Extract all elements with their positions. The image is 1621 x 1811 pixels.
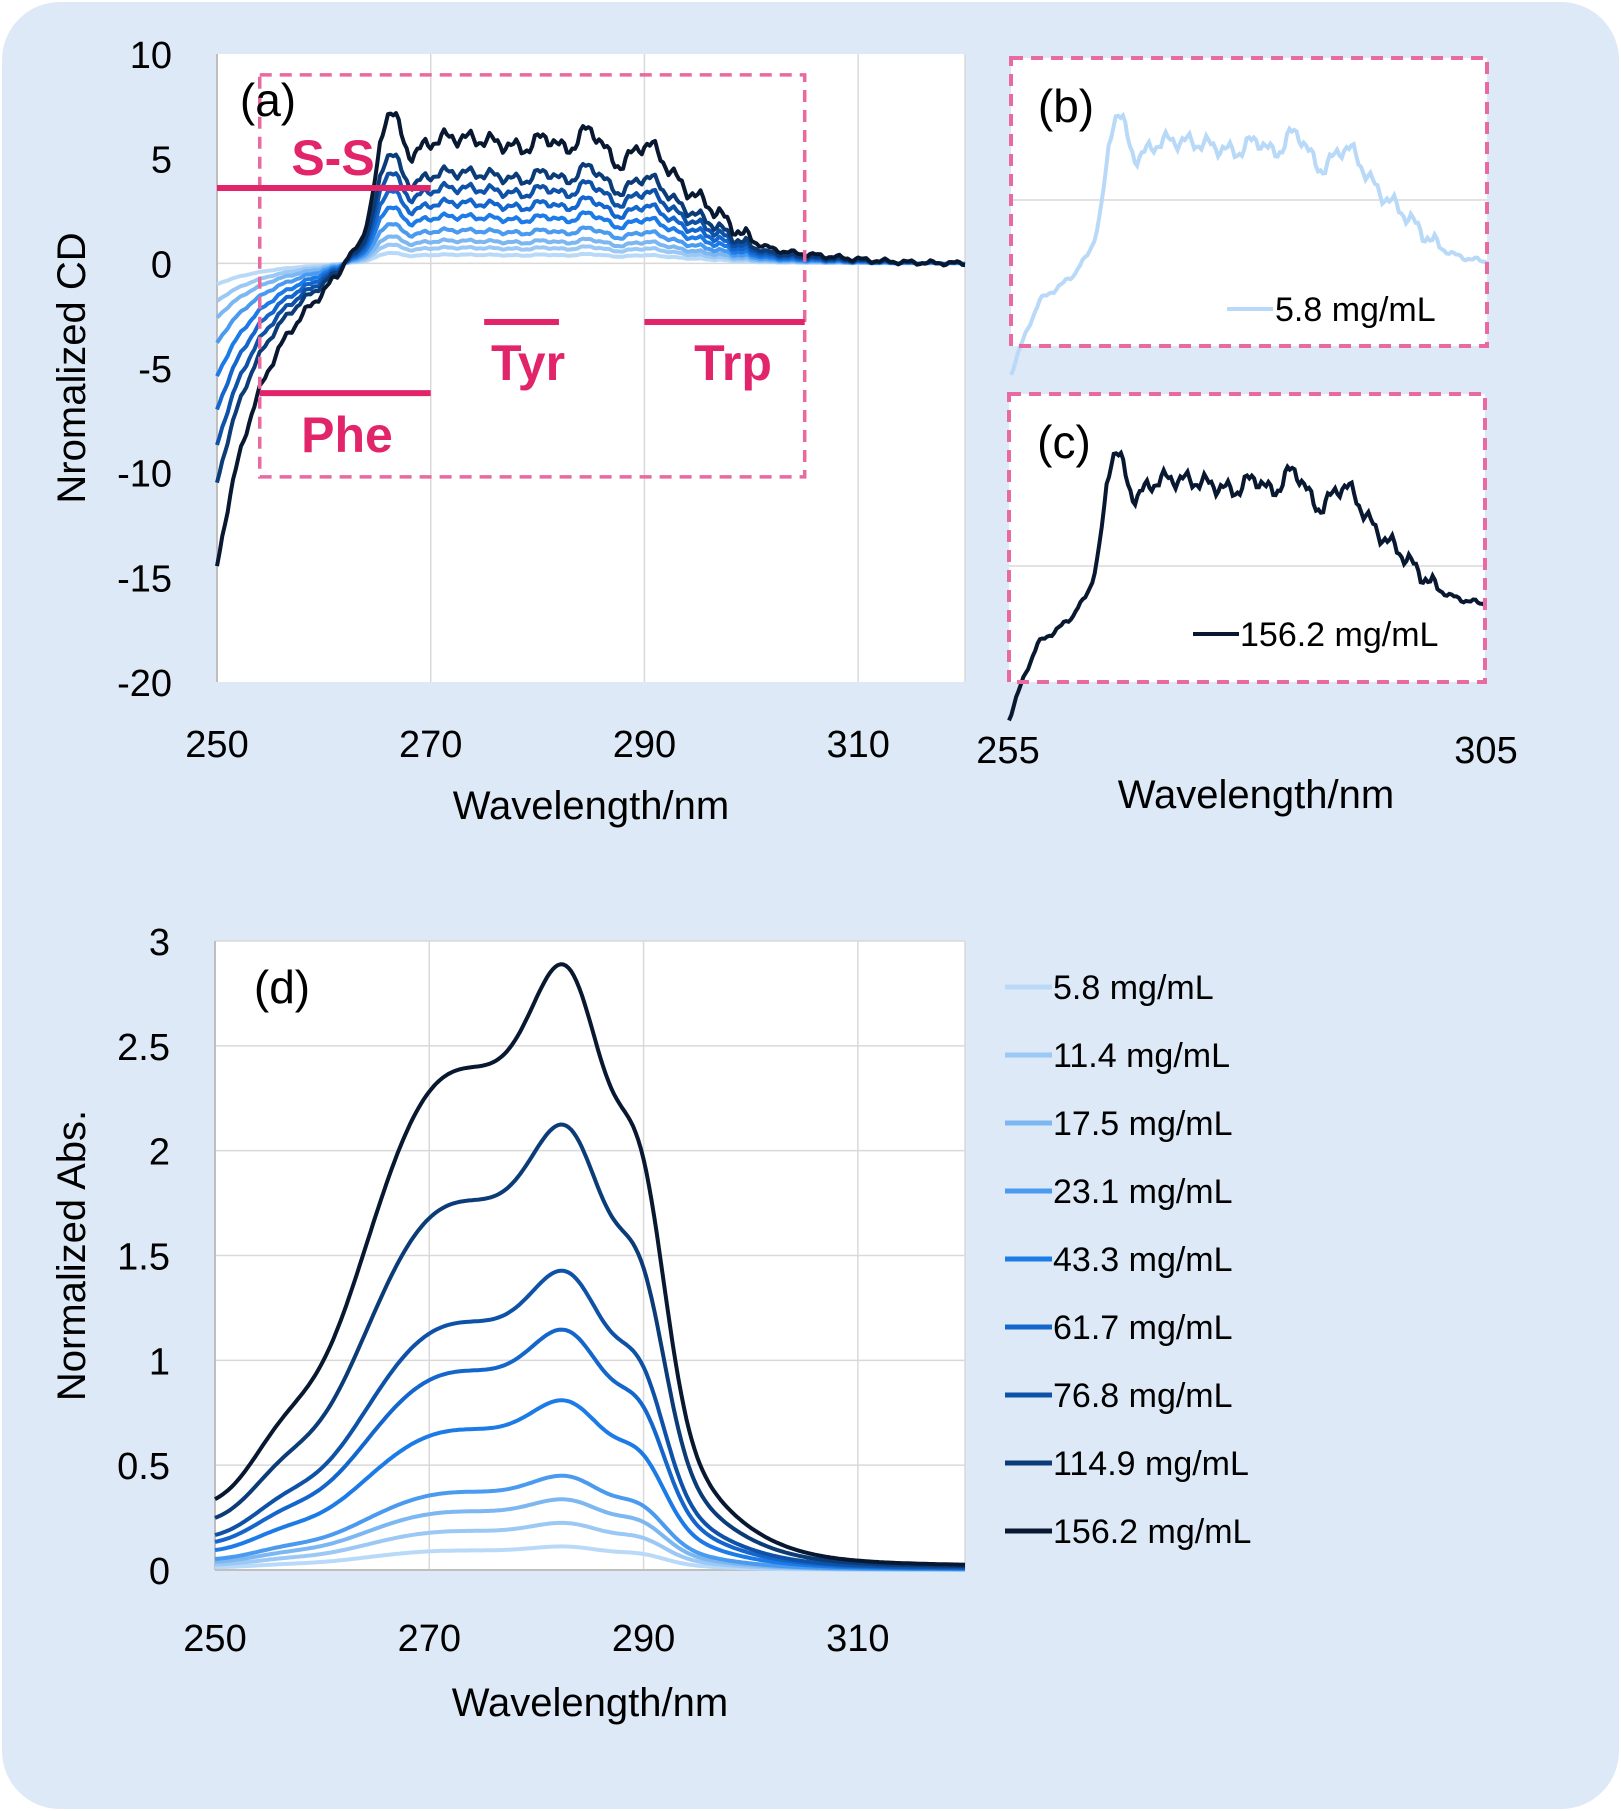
y-tick-label-d: 1.5 [117,1237,170,1279]
panel-label-c: (c) [1037,416,1091,468]
legend-label-d: 114.9 mg/mL [1053,1445,1249,1483]
panel-label-b: (b) [1038,80,1094,132]
inset-c-border [1007,392,1487,684]
y-tick-label-a: 0 [151,244,172,286]
y-tick-label-d: 0.5 [117,1446,170,1488]
legend-label-d: 61.7 mg/mL [1053,1309,1233,1347]
x-tick-label-a: 290 [613,724,676,766]
legend-label-d: 17.5 mg/mL [1053,1105,1233,1143]
x-tick-label-c: 305 [1454,730,1517,772]
zoom-box-a [257,73,807,479]
y-tick-label-d: 3 [149,922,170,964]
x-axis-title-a: Wavelength/nm [453,784,729,828]
band-label-s-s: S-S [291,130,374,186]
band-label-trp: Trp [694,335,772,391]
y-tick-label-d: 0 [149,1551,170,1593]
legend-label-d: 43.3 mg/mL [1053,1241,1233,1279]
y-tick-label-a: -10 [117,454,172,496]
y-tick-label-a: 5 [151,140,172,182]
y-tick-label-a: -15 [117,558,172,600]
plot-area-c [1009,394,1485,682]
band-label-tyr: Tyr [491,335,565,391]
y-tick-label-d: 2 [149,1132,170,1174]
band-label-phe: Phe [301,407,393,463]
plot-area-a [217,54,965,682]
abs-series-line [214,1268,965,1570]
legend-label-d: 11.4 mg/mL [1053,1037,1230,1075]
x-tick-label-a: 250 [185,724,248,766]
legend-label-d: 5.8 mg/mL [1053,969,1214,1007]
legend-label-c: 156.2 mg/mL [1240,616,1438,654]
x-tick-label-a: 310 [826,724,889,766]
legend-label-d: 76.8 mg/mL [1053,1377,1233,1415]
panel-label-d: (d) [254,961,310,1013]
y-axis-title-d: Normalized Abs. [50,1110,94,1401]
x-tick-label-d: 250 [183,1618,246,1660]
cd-series-line [215,111,966,567]
y-tick-label-d: 1 [149,1341,170,1383]
x-axis-title-c: Wavelength/nm [1118,773,1394,817]
abs-series-line [214,962,966,1567]
y-tick-label-a: -20 [117,663,172,705]
inset-b-border [1009,56,1489,348]
y-axis-title-a: Nromalized CD [50,232,94,503]
x-tick-label-c: 255 [976,730,1039,772]
inset-c-series-line [1007,449,1487,722]
plot-area-b [1011,58,1487,346]
panel-label-a: (a) [240,74,296,126]
legend-label-d: 23.1 mg/mL [1053,1173,1233,1211]
x-tick-label-d: 290 [612,1618,675,1660]
x-tick-label-a: 270 [399,724,462,766]
abs-series-line [214,1122,965,1569]
y-tick-label-a: -5 [138,349,172,391]
y-tick-label-a: 10 [130,35,172,77]
inset-b-series-line [1009,111,1489,376]
legend-label-b: 5.8 mg/mL [1275,291,1436,329]
x-tick-label-d: 310 [826,1618,889,1660]
x-tick-label-d: 270 [398,1618,461,1660]
x-axis-title-d: Wavelength/nm [452,1681,728,1725]
legend-label-d: 156.2 mg/mL [1053,1513,1251,1551]
y-tick-label-d: 2.5 [117,1027,170,1069]
